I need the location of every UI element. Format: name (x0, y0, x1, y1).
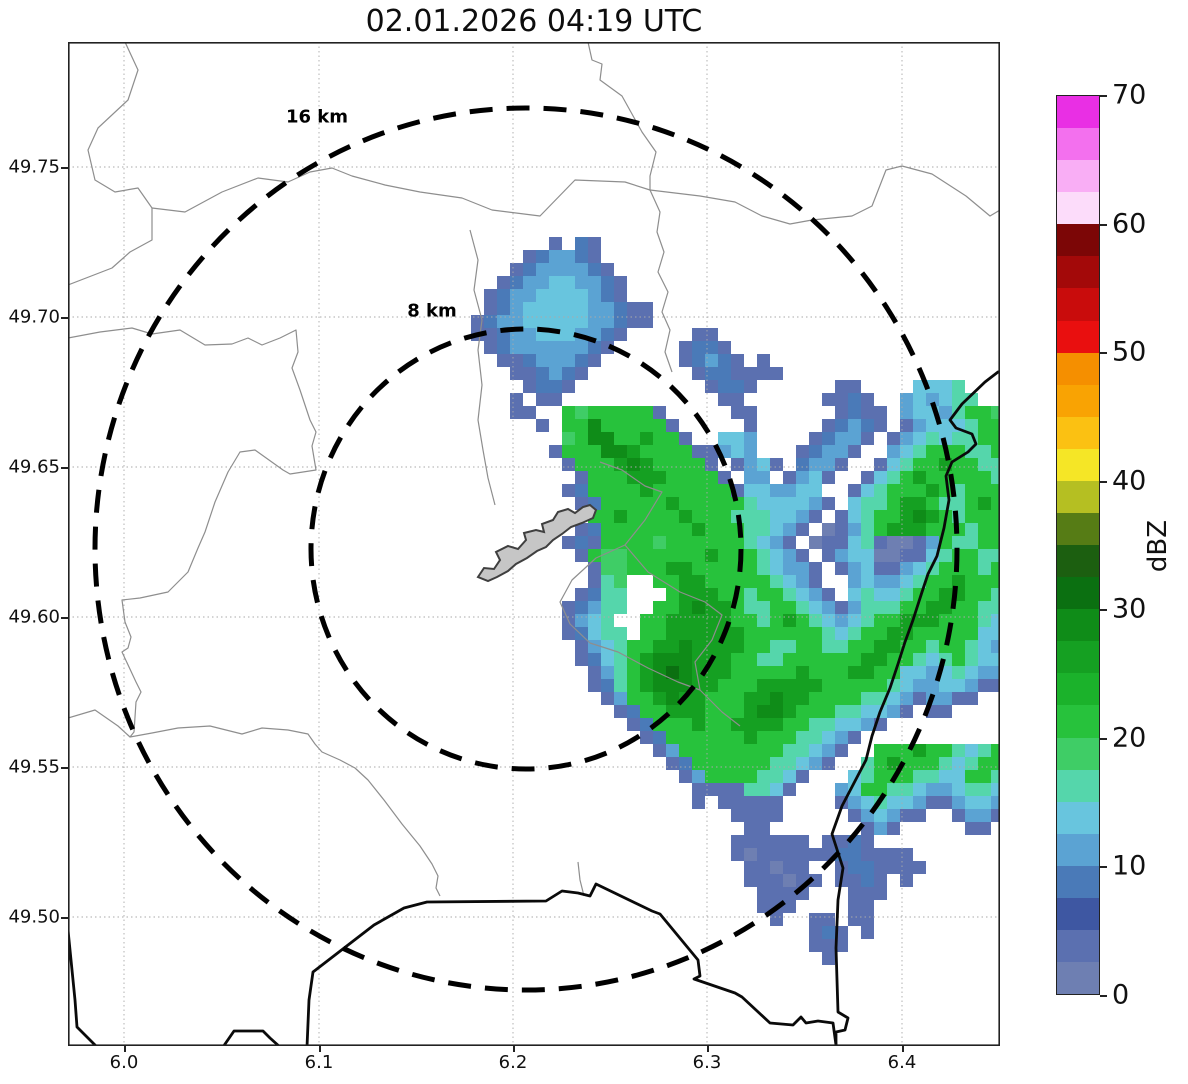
y-tick-label: 49.75 (8, 156, 60, 178)
colorbar-segment (1057, 673, 1099, 706)
colorbar (1056, 95, 1100, 995)
colorbar-segment (1057, 609, 1099, 642)
colorbar-tick-label: 50 (1112, 336, 1147, 368)
y-tick-mark (61, 617, 68, 619)
colorbar-tick-label: 10 (1112, 850, 1147, 882)
colorbar-segment (1057, 513, 1099, 546)
colorbar-tick-mark (1100, 866, 1107, 868)
graticule-layer (68, 42, 1000, 1046)
y-tick-mark (61, 167, 68, 169)
admin-boundaries-layer (68, 42, 1000, 897)
y-tick-mark (61, 317, 68, 319)
y-tick-label: 49.65 (8, 456, 60, 478)
x-tick-label: 6.4 (887, 1052, 917, 1073)
colorbar-tick-label: 0 (1112, 979, 1130, 1011)
colorbar-segment (1057, 833, 1099, 866)
range-ring-8km-label: 8 km (407, 300, 457, 322)
x-tick-label: 6.1 (304, 1052, 334, 1073)
range-ring-8km (308, 326, 744, 772)
y-tick-label: 49.55 (8, 756, 60, 778)
x-tick-mark (902, 1046, 904, 1052)
range-ring-16km-label: 16 km (285, 106, 349, 128)
colorbar-segment (1057, 352, 1099, 385)
colorbar-segment (1057, 545, 1099, 578)
colorbar-tick-mark (1100, 481, 1107, 483)
colorbar-tick-mark (1100, 995, 1107, 997)
x-tick-mark (124, 1046, 126, 1052)
colorbar-segment (1057, 192, 1099, 225)
colorbar-segment (1057, 384, 1099, 417)
country-border-layer (68, 370, 1000, 1046)
colorbar-segment (1057, 801, 1099, 834)
colorbar-segment (1057, 224, 1099, 257)
colorbar-axis-label: dBZ (1143, 519, 1173, 573)
colorbar-segment (1057, 160, 1099, 193)
colorbar-tick-label: 40 (1112, 465, 1147, 497)
x-tick-mark (513, 1046, 515, 1052)
colorbar-segment (1057, 480, 1099, 514)
colorbar-tick-mark (1100, 609, 1107, 611)
x-tick-mark (319, 1046, 321, 1052)
map-frame (68, 42, 1000, 1046)
colorbar-segment (1057, 320, 1099, 353)
x-tick-label: 6.3 (692, 1052, 722, 1073)
colorbar-segment (1057, 128, 1099, 161)
colorbar-segment (1057, 641, 1099, 674)
map-canvas (68, 42, 1000, 1046)
colorbar-tick-label: 70 (1112, 79, 1147, 111)
colorbar-tick-mark (1100, 738, 1107, 740)
y-tick-label: 49.60 (8, 606, 60, 628)
colorbar-tick-mark (1100, 95, 1107, 97)
city-polygon (476, 503, 598, 583)
colorbar-tick-label: 20 (1112, 722, 1147, 754)
y-tick-label: 49.70 (8, 306, 60, 328)
colorbar-tick-label: 30 (1112, 593, 1147, 625)
colorbar-segment (1057, 897, 1099, 931)
colorbar-segment (1057, 448, 1099, 481)
colorbar-tick-label: 60 (1112, 208, 1147, 240)
map-panel: 16 km 8 km (68, 42, 1000, 1046)
x-tick-label: 6.2 (498, 1052, 528, 1073)
colorbar-segment (1057, 962, 1099, 995)
colorbar-segment (1057, 930, 1099, 963)
x-tick-label: 6.0 (109, 1052, 139, 1073)
colorbar-tick-mark (1100, 352, 1107, 354)
colorbar-segment (1057, 577, 1099, 610)
range-ring-16km (92, 105, 960, 993)
y-tick-mark (61, 767, 68, 769)
x-tick-mark (707, 1046, 709, 1052)
y-tick-mark (61, 467, 68, 469)
colorbar-segment (1057, 865, 1099, 898)
plot-title: 02.01.2026 04:19 UTC (365, 4, 703, 39)
colorbar-tick-mark (1100, 224, 1107, 226)
y-tick-label: 49.50 (8, 906, 60, 928)
colorbar-segment (1057, 737, 1099, 770)
y-tick-mark (61, 917, 68, 919)
colorbar-segment (1057, 288, 1099, 321)
colorbar-segment (1057, 416, 1099, 449)
colorbar-segment (1057, 96, 1099, 129)
colorbar-segment (1057, 256, 1099, 289)
colorbar-segment (1057, 705, 1099, 738)
colorbar-segment (1057, 769, 1099, 802)
